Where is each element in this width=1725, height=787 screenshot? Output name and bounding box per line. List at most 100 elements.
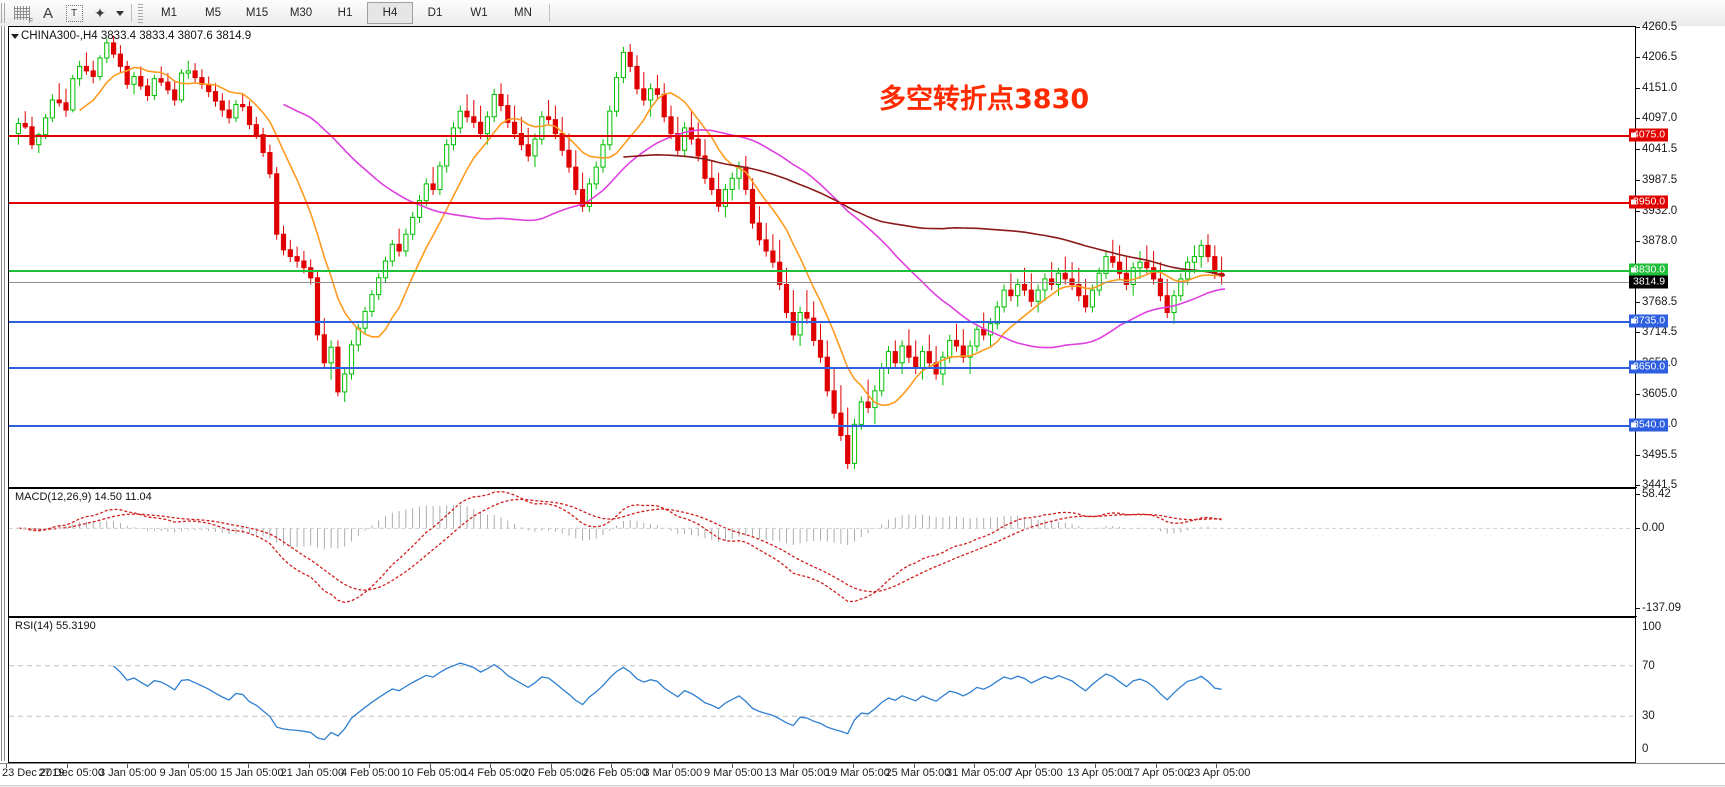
macd-tick-mark <box>1636 608 1640 609</box>
price-tick-mark <box>1636 179 1640 181</box>
time-tick-label: 3 Mar 05:00 <box>643 767 703 779</box>
price-tick-mark <box>1636 57 1640 59</box>
price-tick: 4151.0 <box>1642 82 1678 95</box>
time-tick-label: 10 Feb 05:00 <box>401 767 467 779</box>
time-tick-label: 25 Mar 05:00 <box>885 767 951 779</box>
period-m30[interactable]: M30 <box>289 7 313 19</box>
macd-tick-mark <box>1636 494 1640 495</box>
time-tick-label: 9 Jan 05:00 <box>159 767 218 779</box>
price-marker-last-price[interactable]: 3814.9 <box>1629 275 1669 289</box>
main-toolbar: A T ✦ M1 M5 M15 M30 H1 H4 D1 W1 MN <box>0 0 1725 27</box>
macd-panel[interactable]: MACD(12,26,9) 14.50 11.04 <box>8 488 1636 617</box>
period-m15[interactable]: M15 <box>245 7 269 19</box>
level-line-3950[interactable] <box>9 202 1633 204</box>
price-tick: 3987.5 <box>1642 173 1678 186</box>
level-line-3735[interactable] <box>9 321 1633 323</box>
price-tick: 3714.5 <box>1642 326 1678 339</box>
time-tick-mark <box>369 764 370 768</box>
price-tick-mark <box>1636 27 1640 28</box>
rsi-plot <box>9 662 1633 741</box>
period-mn[interactable]: MN <box>514 7 532 19</box>
chart-annotation-text[interactable]: 多空转折点3830 <box>879 84 1090 115</box>
last-price-line <box>9 282 1633 283</box>
price-tick-mark <box>1636 302 1640 304</box>
price-marker-knob[interactable] <box>1631 267 1636 273</box>
price-tick: 3768.5 <box>1642 296 1678 309</box>
time-tick-label: 26 Feb 05:00 <box>583 767 648 779</box>
price-tick-mark <box>1636 210 1640 212</box>
time-tick-mark <box>66 764 68 768</box>
time-tick-label: 13 Mar 05:00 <box>764 767 830 779</box>
price-marker-pivot[interactable]: 3830.0 <box>1629 263 1669 277</box>
time-tick-label: 14 Feb 05:00 <box>462 767 527 779</box>
macd-plot <box>9 490 1633 604</box>
level-line-3830[interactable] <box>9 270 1633 272</box>
level-line-3540[interactable] <box>9 425 1633 427</box>
price-marker-resistance[interactable]: 4075.0 <box>1629 128 1669 142</box>
time-tick-mark <box>127 764 128 768</box>
symbol-label: CHINA300-,H4 3833.4 3833.4 3807.6 3814.9 <box>21 30 252 42</box>
period-m1[interactable]: M1 <box>161 7 177 19</box>
time-tick-mark <box>6 764 7 768</box>
chart-left-rail <box>0 26 8 761</box>
macd-tick: -137.09 <box>1642 602 1682 614</box>
price-marker-support[interactable]: 3650.0 <box>1629 360 1669 374</box>
price-tick-mark <box>1636 118 1640 120</box>
rsi-tick: 30 <box>1642 710 1655 723</box>
rsi-tick: 70 <box>1642 659 1655 672</box>
price-marker-resistance[interactable]: 3950.0 <box>1629 195 1669 209</box>
price-tick: 3605.0 <box>1642 387 1678 400</box>
price-tick-mark <box>1636 393 1640 395</box>
period-m5[interactable]: M5 <box>205 7 221 19</box>
price-marker-knob[interactable] <box>1631 318 1636 324</box>
level-line-4075[interactable] <box>9 135 1633 137</box>
chart-area: CHINA300-,H4 3833.4 3833.4 3807.6 3814.9… <box>0 21 1725 787</box>
text-a-icon[interactable]: A <box>42 4 53 22</box>
price-tick-mark <box>1636 149 1640 151</box>
time-tick-mark <box>490 764 491 768</box>
price-marker-knob[interactable] <box>1631 132 1636 138</box>
price-tick-mark <box>1636 332 1640 334</box>
symbol-header: CHINA300-,H4 3833.4 3833.4 3807.6 3814.9 <box>11 29 311 43</box>
price-tick: 3495.5 <box>1642 448 1678 461</box>
objects-icon[interactable]: ✦ <box>94 4 106 21</box>
time-tick-label: 4 Feb 05:00 <box>341 767 400 779</box>
time-tick-mark <box>187 764 189 768</box>
rsi-indicator-label: RSI(14) 55.3190 <box>15 620 96 632</box>
rsi-tick: 0 <box>1642 743 1649 755</box>
price-marker-knob[interactable] <box>1631 422 1636 428</box>
time-tick-mark <box>248 764 249 768</box>
price-marker-knob[interactable] <box>1631 199 1636 205</box>
time-axis[interactable]: 23 Dec 2019 27 Dec 05:00 3 Jan 05:00 9 Jan … <box>0 763 1725 787</box>
time-tick-label: 7 Apr 05:00 <box>1006 767 1063 779</box>
time-tick-label: 21 Jan 05:00 <box>280 767 345 779</box>
price-tick: 4097.0 <box>1642 112 1678 125</box>
price-marker-knob[interactable] <box>1631 364 1636 370</box>
text-label-icon[interactable]: T <box>61 2 87 24</box>
period-d1[interactable]: D1 <box>427 7 443 19</box>
period-w1[interactable]: W1 <box>470 7 488 19</box>
price-panel[interactable]: CHINA300-,H4 3833.4 3833.4 3807.6 3814.9… <box>8 26 1636 488</box>
toolbar-separator-2 <box>549 4 550 22</box>
time-tick-mark <box>974 764 975 768</box>
time-tick-label: 15 Jan 05:00 <box>220 767 284 779</box>
crosshair-f-icon[interactable] <box>9 2 35 25</box>
symbol-caret-icon[interactable] <box>11 34 19 39</box>
price-marker-support[interactable]: 3540.0 <box>1629 418 1669 432</box>
price-tick: 4260.5 <box>1642 21 1678 33</box>
time-tick-label: 20 Feb 05:00 <box>522 767 588 779</box>
time-tick-label: 23 Dec 2019 <box>2 767 65 779</box>
rsi-panel[interactable]: RSI(14) 55.3190 <box>8 617 1636 763</box>
level-line-3650[interactable] <box>9 367 1633 369</box>
period-h4[interactable]: H4 <box>367 2 413 24</box>
time-tick-mark <box>1155 764 1157 768</box>
price-axis[interactable]: 4260.5 4206.5 4151.0 4097.0 4041.5 3987.5 3932… <box>1636 21 1725 491</box>
dropdown-caret-icon[interactable] <box>113 2 127 24</box>
macd-tick-mark <box>1636 528 1640 530</box>
period-h1[interactable]: H1 <box>337 7 353 19</box>
toolbar-grip[interactable] <box>1 3 7 23</box>
period-grip[interactable] <box>138 3 143 23</box>
time-tick-label: 17 Apr 05:00 <box>1127 767 1190 779</box>
price-marker-support[interactable]: 3735.0 <box>1629 314 1669 328</box>
